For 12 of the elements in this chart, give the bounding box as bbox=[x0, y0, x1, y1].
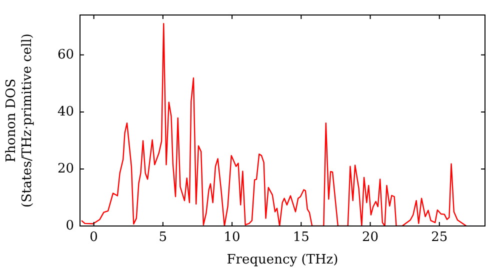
y-tick-label: 0 bbox=[66, 218, 74, 234]
x-tick-label: 15 bbox=[292, 230, 310, 246]
y-axis-title: Phonon DOS (States/THz·primitive cell) bbox=[4, 33, 35, 208]
y-tick-label: 60 bbox=[57, 47, 74, 62]
x-tick-label: 0 bbox=[90, 230, 98, 246]
x-tick-label: 25 bbox=[431, 230, 448, 246]
x-tick-label: 10 bbox=[224, 230, 240, 246]
x-tick-label: 20 bbox=[362, 230, 379, 246]
x-axis-title: Frequency (THz) bbox=[226, 252, 338, 268]
y-tick-label: 20 bbox=[57, 161, 74, 176]
y-tick-label: 40 bbox=[57, 104, 74, 120]
x-tick-label: 5 bbox=[158, 230, 168, 246]
